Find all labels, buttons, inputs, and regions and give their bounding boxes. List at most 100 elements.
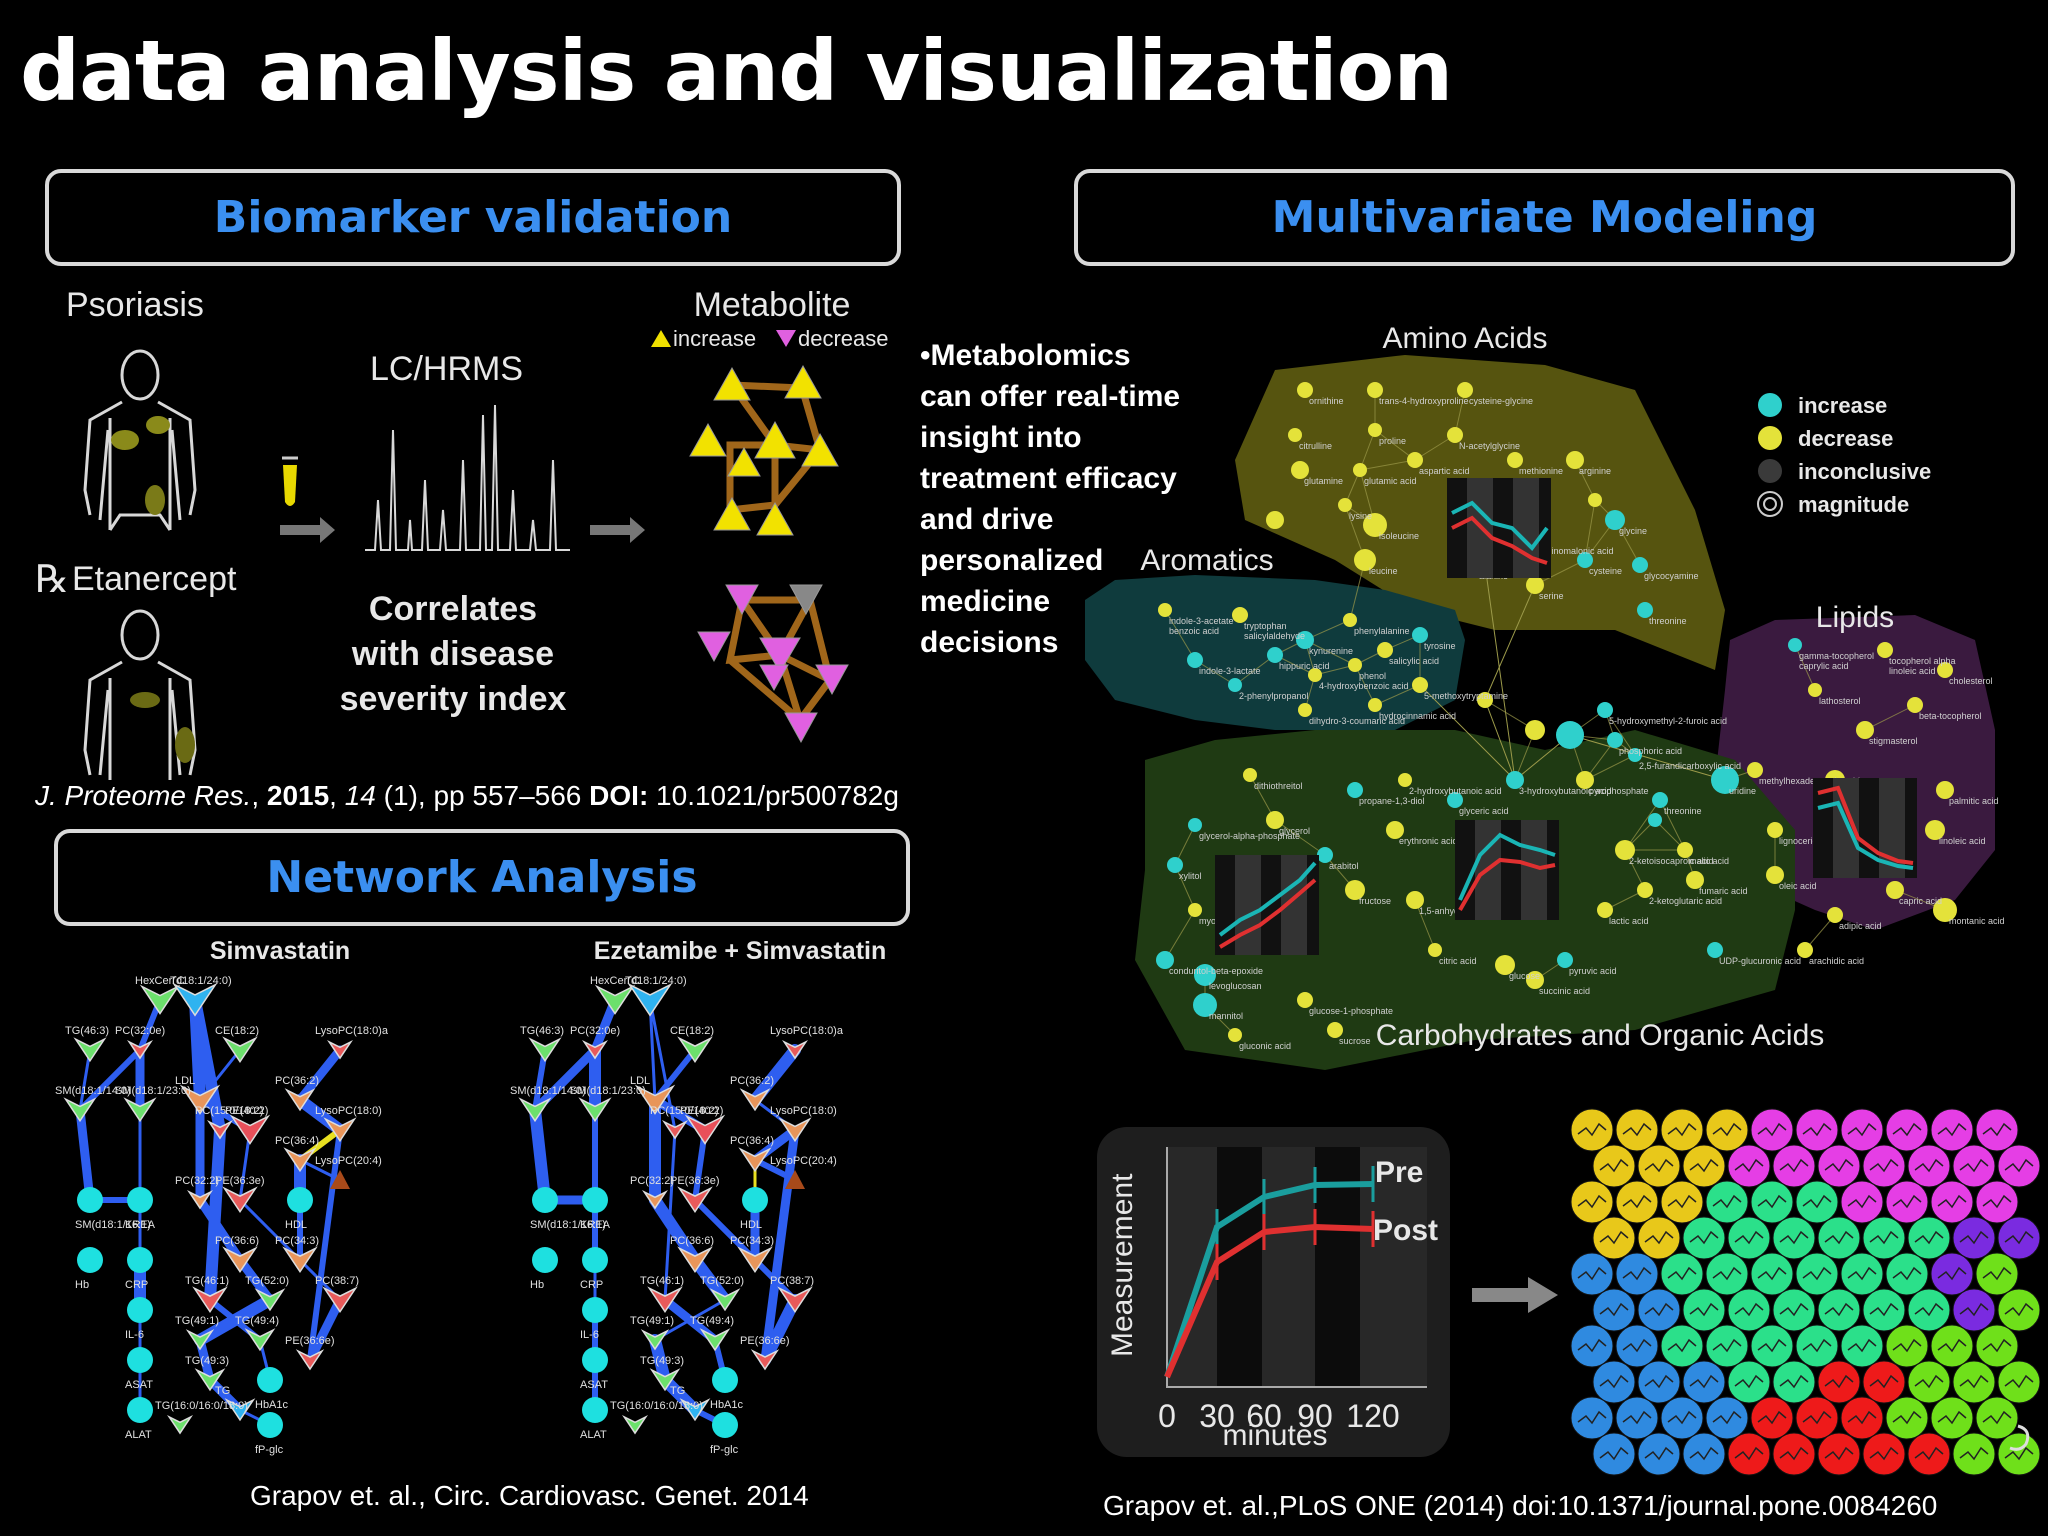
network-node-label: PC(15:0/18:2) [650, 1105, 718, 1117]
network-node-label: HbA1c [710, 1399, 744, 1411]
network-node-label: LysoPC(20:4) [315, 1155, 382, 1167]
network-node-label: Hb [75, 1279, 89, 1291]
map-node-label: linoleic acid [1889, 666, 1936, 676]
node-threonine [759, 637, 801, 673]
network-node-label: SM(d18:1/23:0) [570, 1085, 646, 1097]
map-node-label: arginine [1579, 466, 1611, 476]
som-cell [1705, 1108, 1749, 1152]
som-cell [1615, 1180, 1659, 1224]
som-cell [1570, 1324, 1614, 1368]
network-node-label: PC(36:2) [730, 1075, 774, 1087]
network-node-label: LysoPC(20:4) [770, 1155, 837, 1167]
network-node-arrow [284, 1088, 316, 1112]
som-cell-trace [1622, 1338, 1652, 1353]
map-node [1167, 857, 1183, 873]
som-cell [1637, 1144, 1681, 1188]
curl-icon [2009, 1424, 2030, 1451]
increase-triangle-icon [651, 330, 671, 347]
map-node-label: erythronic acid [1399, 836, 1458, 846]
node-glutamine [801, 432, 839, 467]
map-node [1637, 602, 1653, 618]
network-node-label: TG(16:0/16:0/18:0) [610, 1400, 703, 1412]
som-cell [1975, 1108, 2019, 1152]
som-cell [1930, 1252, 1974, 1296]
map-node-label: beta-tocopherol [1919, 711, 1982, 721]
som-cell [1975, 1180, 2019, 1224]
x-tick-0: 0 [1158, 1398, 1176, 1434]
map-node-label: adipic acid [1839, 921, 1882, 931]
som-cell-trace [1622, 1194, 1652, 1209]
simvastatin-title: Simvastatin [210, 937, 350, 965]
map-node-label: 2-phenylpropanol [1239, 691, 1309, 701]
map-edge [1624, 799, 1661, 851]
som-cell [1907, 1144, 1951, 1188]
network-edge [529, 1104, 551, 1206]
som-cell [1907, 1360, 1951, 1404]
som-cell-trace [1847, 1194, 1877, 1209]
node-threonine [754, 420, 796, 459]
biomarker-validation-label: Biomarker validation [213, 192, 733, 243]
som-cell [1885, 1252, 1929, 1296]
network-node-circle [127, 1187, 153, 1213]
network-edge [760, 1125, 800, 1365]
network-edge [305, 1295, 345, 1365]
som-cell-trace [1577, 1338, 1607, 1353]
map-node [1797, 942, 1813, 958]
som-cell-trace [1982, 1122, 2012, 1137]
map-node [1907, 697, 1923, 713]
som-cell-trace [1869, 1302, 1899, 1317]
map-node [1232, 607, 1248, 623]
bullet-line: personalized [920, 544, 1104, 577]
som-cell-trace [1892, 1194, 1922, 1209]
map-node-label: glycerol [1279, 826, 1310, 836]
multivariate-modeling-header: Multivariate Modeling [1074, 169, 2015, 266]
legend-increase-dot [1758, 393, 1782, 417]
map-node [1267, 647, 1283, 663]
correlates-line2: with disease [351, 635, 554, 673]
som-cell [1817, 1288, 1861, 1332]
network-node-circle [582, 1397, 608, 1423]
network-node-arrow [322, 1286, 358, 1314]
network-node-label: TG(49:4) [690, 1315, 734, 1327]
som-cell-trace [1802, 1194, 1832, 1209]
network-node-arrow [578, 1097, 612, 1123]
map-node [1228, 1028, 1242, 1042]
map-edge [1359, 459, 1416, 471]
map-node-label: cysteine [1589, 566, 1622, 576]
network-node-label: TG(49:1) [630, 1315, 674, 1327]
map-node-label: 4-hydroxybenzoic acid [1319, 681, 1409, 691]
map-node [1577, 552, 1593, 568]
som-cell [1682, 1360, 1726, 1404]
map-edge [1864, 704, 1916, 731]
bullet-line: insight into [920, 421, 1082, 454]
network-node-circle [532, 1247, 558, 1273]
map-node-label: phenol [1359, 671, 1386, 681]
network-edge [298, 1158, 342, 1182]
network-node-arrow [167, 1414, 193, 1435]
som-cell [1705, 1324, 1749, 1368]
network-node-arrow [254, 1288, 286, 1312]
network-node-arrow [323, 1117, 357, 1143]
map-node [1377, 642, 1393, 658]
network-node-label: SM(d18:1/16:1) [530, 1219, 606, 1231]
map-edge [1354, 664, 1376, 706]
som-cell [1930, 1108, 1974, 1152]
map-node-label: salicylic acid [1389, 656, 1439, 666]
map-node [1407, 452, 1423, 468]
som-cell-trace [1644, 1446, 1674, 1461]
map-node [1507, 452, 1523, 468]
node-inconclusive [789, 584, 823, 616]
network-node-circle [77, 1247, 103, 1273]
som-cell [1840, 1180, 1884, 1224]
som-cell-trace [1982, 1410, 2012, 1425]
node-glycine [697, 631, 731, 663]
som-cell [1660, 1180, 1704, 1224]
map-node [1412, 627, 1428, 643]
som-cell-trace [1667, 1194, 1697, 1209]
map-node-label: tryptophan [1244, 621, 1287, 631]
som-cell-trace [1712, 1122, 1742, 1137]
metabolite-network-decrease [697, 584, 849, 744]
node-proline [713, 496, 751, 531]
map-node-label: lignoceric acid [1779, 836, 1836, 846]
inset-pre-line [1817, 800, 1914, 870]
